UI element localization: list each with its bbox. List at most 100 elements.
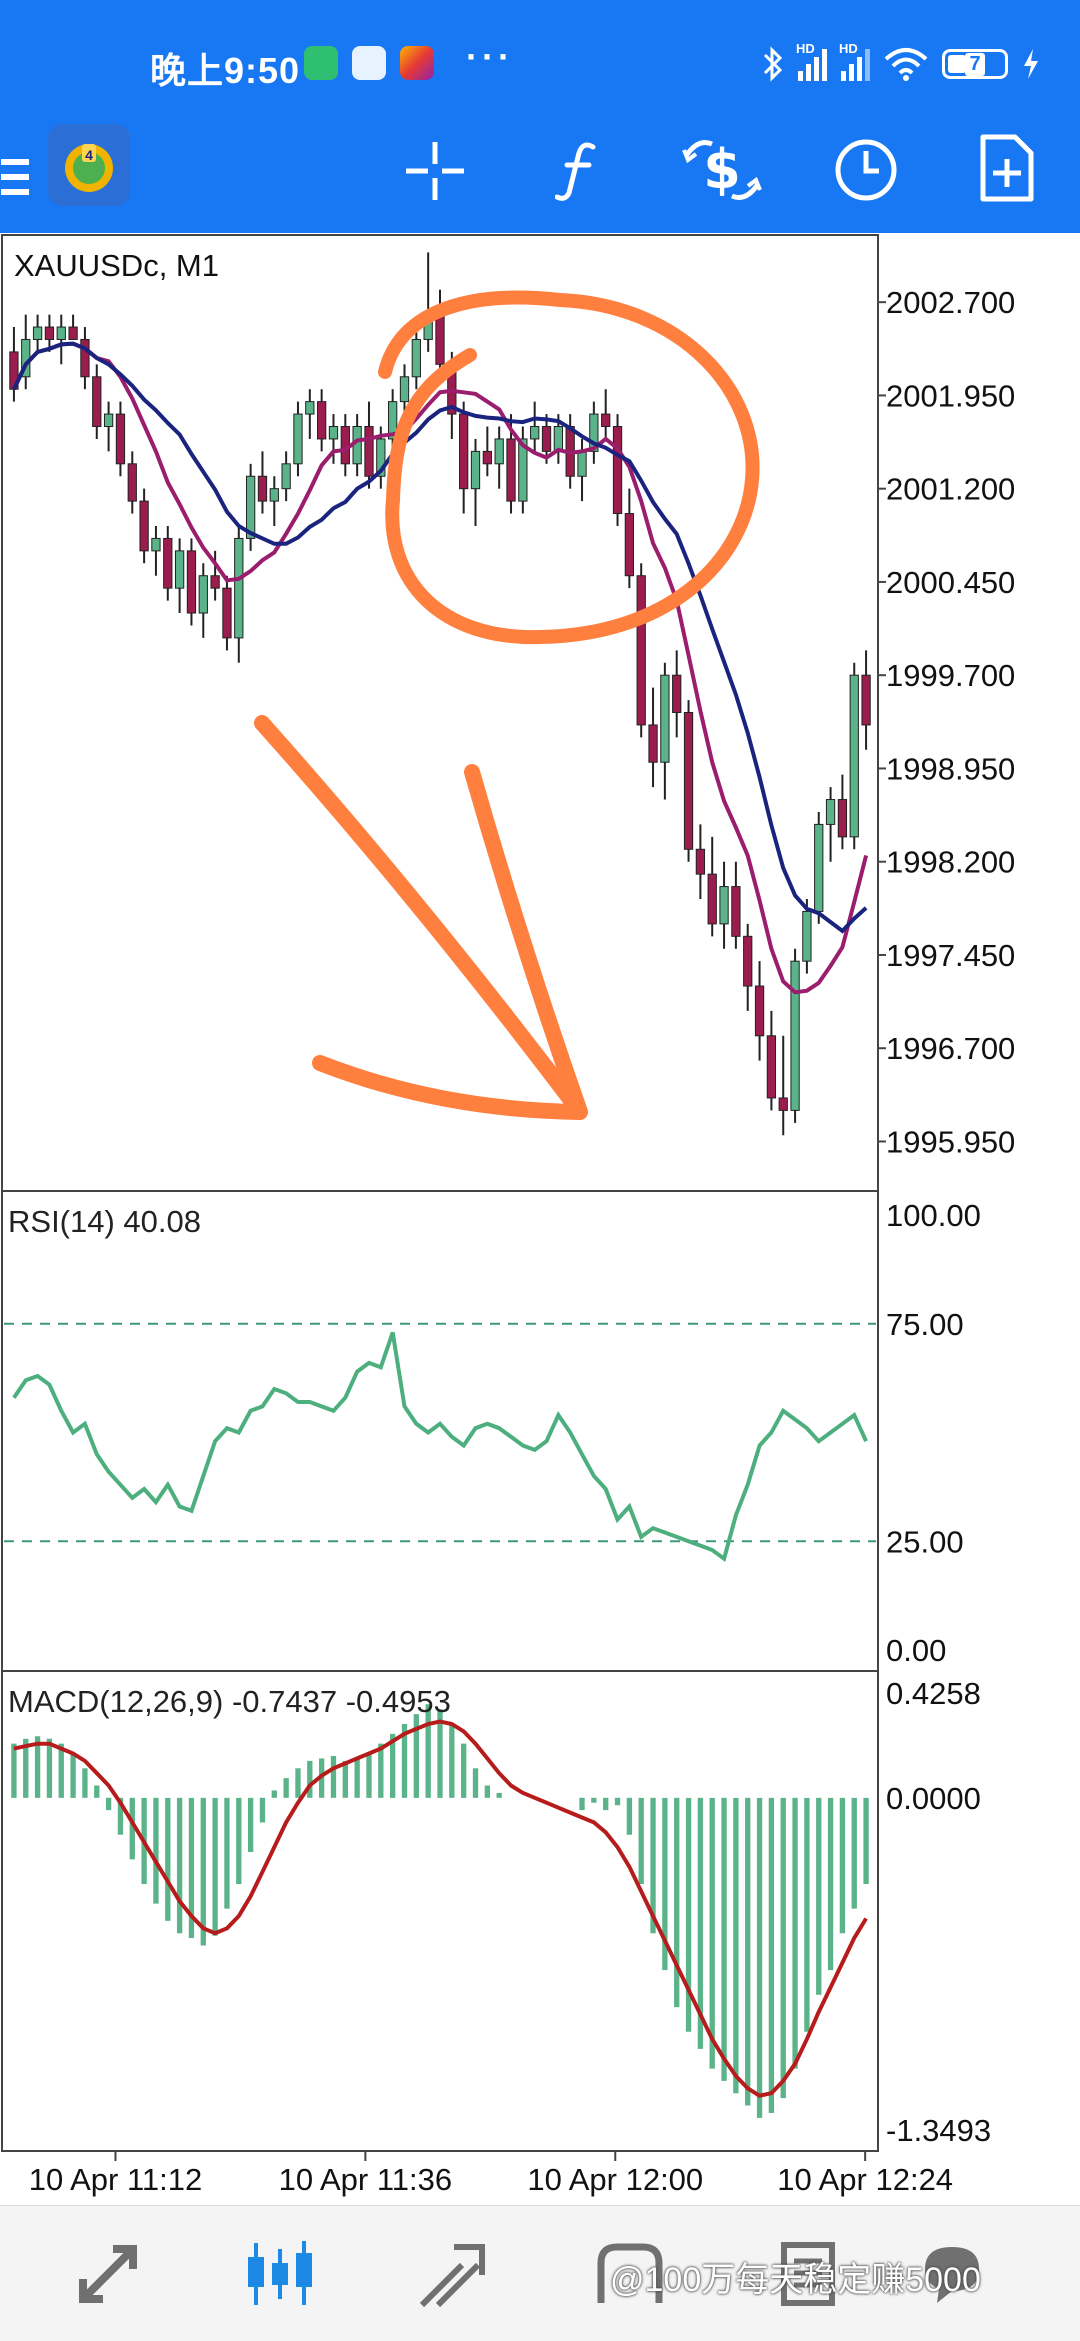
price-axis: 2002.700 2001.950 2001.200 2000.450 1999.700… bbox=[878, 285, 1015, 1159]
candle-body bbox=[80, 338, 90, 378]
candle-body bbox=[9, 351, 19, 390]
price-tick-label: 2001.950 bbox=[886, 378, 1015, 413]
nav-history[interactable] bbox=[590, 2234, 670, 2314]
candle-body bbox=[506, 438, 516, 502]
status-right: HD HD 7 bbox=[762, 41, 1040, 84]
ma-fast-line bbox=[12, 341, 869, 995]
candle-body bbox=[766, 1035, 777, 1099]
price-tick-label: 2000.450 bbox=[886, 565, 1015, 600]
candle-body bbox=[790, 960, 800, 1111]
candle-body bbox=[376, 438, 386, 477]
candle-body bbox=[210, 575, 220, 589]
candle-body bbox=[293, 413, 303, 465]
candle-body bbox=[482, 450, 492, 465]
candle-body bbox=[44, 326, 55, 340]
crosshair-button[interactable] bbox=[400, 136, 470, 206]
bottom-navigation bbox=[0, 2205, 1080, 2341]
candle-body bbox=[612, 426, 623, 515]
rsi-line bbox=[12, 1331, 868, 1563]
price-tick-label: 1998.200 bbox=[886, 845, 1015, 880]
candle-body bbox=[695, 848, 706, 875]
rsi-tick-label: 25.00 bbox=[886, 1524, 964, 1559]
crosshair-icon bbox=[406, 142, 464, 200]
nav-chart[interactable] bbox=[240, 2234, 320, 2314]
charging-icon bbox=[1024, 49, 1038, 79]
candle-body bbox=[151, 537, 161, 552]
nav-messages[interactable] bbox=[912, 2234, 992, 2314]
candle-body bbox=[459, 413, 469, 490]
menu-button[interactable] bbox=[0, 142, 30, 212]
battery-level: 7 bbox=[965, 52, 985, 76]
candle-body bbox=[672, 674, 682, 714]
candle-body bbox=[115, 413, 126, 465]
time-tick-label: 10 Apr 11:36 bbox=[279, 2162, 453, 2197]
quotes-arrows-icon bbox=[79, 2245, 137, 2303]
candles-icon bbox=[248, 2241, 312, 2305]
candle-body bbox=[163, 537, 173, 589]
candle-body bbox=[317, 401, 327, 440]
time-tick-label: 10 Apr 11:12 bbox=[29, 2162, 203, 2197]
candle-body bbox=[660, 674, 670, 763]
annotation-circle bbox=[378, 290, 760, 645]
trade-button[interactable]: $ bbox=[680, 130, 764, 210]
candle-body bbox=[92, 376, 102, 428]
price-tick-label: 1997.450 bbox=[886, 938, 1015, 973]
battery-icon: 7 bbox=[942, 49, 1008, 79]
new-order-button[interactable] bbox=[972, 128, 1042, 208]
candle-body bbox=[577, 450, 587, 477]
candle-body bbox=[174, 550, 185, 589]
candle-body bbox=[530, 426, 540, 440]
candle-body bbox=[222, 587, 232, 639]
candle-body bbox=[56, 326, 66, 340]
candle-body bbox=[399, 376, 410, 403]
candle-body bbox=[388, 401, 398, 440]
candle-body bbox=[281, 463, 291, 490]
chat-bubble-icon bbox=[925, 2247, 979, 2303]
trading-chart[interactable]: 2002.700 2001.950 2001.200 2000.450 1999.700… bbox=[0, 233, 1080, 2205]
shield-app-icon bbox=[304, 46, 338, 80]
candle-body bbox=[541, 426, 552, 452]
macd-tick-label: -1.3493 bbox=[886, 2113, 991, 2148]
annotation-arrow bbox=[254, 715, 588, 1120]
hd-label-1: HD bbox=[796, 41, 815, 56]
nav-quotes[interactable] bbox=[68, 2234, 148, 2314]
candle-body bbox=[245, 475, 256, 539]
candle-body bbox=[719, 886, 729, 925]
status-time: 晚上9:50 bbox=[150, 50, 301, 91]
candle-body bbox=[589, 413, 599, 452]
svg-text:4: 4 bbox=[85, 147, 93, 163]
candle-body bbox=[837, 799, 848, 838]
candle-body bbox=[328, 426, 339, 440]
trade-lines-icon bbox=[419, 2244, 485, 2308]
rsi-tick-label: 100.00 bbox=[886, 1198, 981, 1233]
nav-news[interactable] bbox=[768, 2234, 848, 2314]
video-app-icon bbox=[400, 46, 434, 80]
candle-body bbox=[364, 426, 374, 477]
app-logo-button[interactable]: 4 bbox=[48, 124, 130, 206]
more-notifications-icon: ··· bbox=[466, 36, 514, 77]
candle-body bbox=[234, 537, 244, 639]
rsi-tick-label: 75.00 bbox=[886, 1307, 964, 1342]
rsi-tick-label: 0.00 bbox=[886, 1633, 946, 1668]
candlestick-series bbox=[9, 252, 871, 1136]
candle-body bbox=[411, 338, 421, 378]
candle-body bbox=[825, 799, 836, 825]
nav-trade[interactable] bbox=[414, 2234, 494, 2314]
timeframe-button[interactable] bbox=[828, 132, 904, 208]
candle-body bbox=[103, 413, 114, 428]
price-tick-label: 1995.950 bbox=[886, 1124, 1015, 1159]
rsi-label: RSI(14) 40.08 bbox=[8, 1204, 201, 1239]
rsi-panel: 100.00 75.00 25.00 0.00 bbox=[4, 1198, 981, 1668]
candle-body bbox=[305, 401, 315, 415]
candle-body bbox=[127, 463, 137, 502]
price-tick-label: 1998.950 bbox=[886, 751, 1015, 786]
price-tick-label: 1996.700 bbox=[886, 1031, 1015, 1066]
macd-label: MACD(12,26,9) -0.7437 -0.4953 bbox=[8, 1684, 451, 1719]
candle-body bbox=[139, 500, 149, 552]
candle-body bbox=[778, 1097, 788, 1111]
hamburger-icon bbox=[1, 159, 29, 195]
indicators-button[interactable] bbox=[548, 134, 612, 206]
candle-body bbox=[518, 438, 528, 502]
candle-body bbox=[636, 575, 646, 726]
cell-signal-1-icon: HD bbox=[796, 41, 827, 81]
